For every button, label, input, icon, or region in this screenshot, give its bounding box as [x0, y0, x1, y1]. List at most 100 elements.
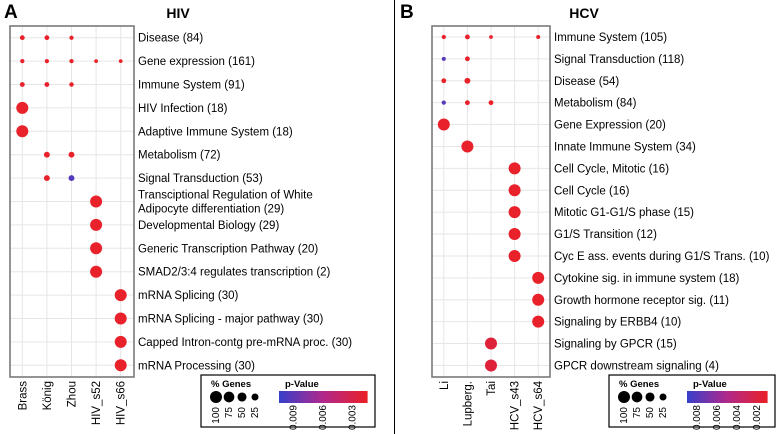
panel-b-legend-gradient-segment: [699, 391, 702, 403]
panel-a-x-tick-label: HIV_s66: [116, 381, 128, 425]
panel-a-legend-color-tick: 0.003: [347, 405, 358, 430]
panel-b-legend-size-dot: [618, 391, 630, 403]
panel-b-data-point: [441, 78, 447, 84]
panel-b-y-tick-label: Gene Expression (20): [554, 120, 666, 132]
panel-b-legend-gradient-segment: [747, 391, 750, 403]
panel-a-data-point: [69, 35, 74, 40]
panel-b-legend-gradient-segment: [765, 391, 768, 403]
panel-divider: [394, 0, 395, 434]
panel-b-legend-color-tick: 0.008: [692, 405, 703, 430]
panel-a-data-point: [44, 82, 50, 87]
panel-a-legend-gradient-segment: [351, 391, 355, 403]
panel-a-legend-gradient-segment: [312, 391, 315, 403]
panel-a-y-tick-label: mRNA Splicing (30): [138, 290, 239, 302]
panel-b-legend-gradient-segment: [761, 391, 764, 403]
panel-a-legend-gradient-segment: [285, 391, 289, 403]
panel-a-legend-gradient-segment: [294, 391, 298, 403]
panel-b-data-point: [464, 77, 471, 84]
panel-a-data-point: [68, 151, 75, 158]
panel-a-legend-gradient-segment: [327, 391, 331, 403]
panel-b-y-tick-label: Cytokine sig. in immune system (18): [554, 273, 740, 285]
panel-b-legend-size-label: 50: [645, 407, 656, 419]
panel-b-legend-gradient-segment: [737, 391, 740, 403]
panel-b-data-point: [464, 100, 470, 106]
panel-a-y-tick-label: Adaptive Immune System (18): [138, 126, 293, 138]
panel-a-legend-gradient-segment: [336, 391, 339, 403]
panel-a-legend-size-label: 75: [224, 407, 235, 419]
panel-b-legend-gradient-segment: [695, 391, 698, 403]
panel-b-legend-color-tick: 0.004: [732, 405, 743, 430]
panel-b-y-tick-label: Growth hormone receptor sig. (11): [554, 295, 729, 307]
panel-b-data-point: [437, 118, 450, 131]
panel-b-y-tick-label: Mitotic G1-G1/S phase (15): [554, 207, 694, 219]
panel-a-data-point: [90, 265, 103, 278]
panel-a-y-tick-label: mRNA Processing (30): [138, 360, 255, 372]
panel-a-legend-gradient-segment: [309, 391, 313, 403]
panel-b-data-point: [532, 271, 545, 284]
panel-b-letter: B: [400, 2, 414, 23]
panel-a-y-tick-label: Disease (84): [138, 33, 203, 45]
panel-b-y-tick-label: Signaling by GPCR (15): [554, 339, 677, 351]
panel-a-legend-gradient-segment: [290, 391, 293, 403]
panel-b-legend-gradient-segment: [689, 391, 692, 403]
panel-b-legend-gradient-segment: [705, 391, 708, 403]
panel-a-y-tick-label: Gene expression (161): [138, 56, 255, 68]
panel-b-y-tick-label: Cyc E ass. events during G1/S Trans. (10…: [554, 251, 770, 263]
panel-b-legend-gradient-segment: [739, 391, 742, 403]
panel-a-data-point: [90, 242, 103, 255]
panel-a-legend-gradient-segment: [347, 391, 350, 403]
panel-b-data-point: [508, 162, 521, 175]
panel-b-legend-gradient-segment: [721, 391, 724, 403]
panel-b-y-tick-label: Cell Cycle (16): [554, 185, 630, 197]
panel-a-data-point: [90, 218, 103, 231]
panel-a-legend-gradient-segment: [349, 391, 353, 403]
panel-b-legend-gradient-segment: [745, 391, 748, 403]
panel-a-y-tick-label: Metabolism (72): [138, 150, 221, 162]
panel-b-legend-gradient-segment: [719, 391, 722, 403]
panel-b-y-tick-label: Metabolism (84): [554, 98, 637, 110]
panel-a-legend-size-label: 25: [250, 407, 261, 419]
panel-a-data-point: [19, 35, 25, 41]
panel-a-legend-size-label: 50: [237, 407, 248, 419]
panel-b-x-tick-label: HCV_s43: [510, 381, 522, 430]
panel-b-legend-gradient-segment: [743, 391, 746, 403]
panel-a-legend-gradient-segment: [305, 391, 309, 403]
panel-a-legend-gradient-segment: [331, 391, 335, 403]
panel-b-legend-size-dot: [659, 393, 667, 401]
panel-a-legend-gradient-segment: [325, 391, 328, 403]
panel-b-data-point: [464, 34, 470, 40]
panel-a-y-tick-label: mRNA Splicing - major pathway (30): [138, 314, 324, 326]
panel-a-legend-size-title: % Genes: [211, 379, 251, 390]
panel-a-legend-gradient-segment: [287, 391, 291, 403]
panel-b-legend-gradient-segment: [735, 391, 738, 403]
panel-b-data-point: [536, 34, 541, 39]
panel-b-x-tick-label: Lupberg.: [462, 381, 474, 426]
panel-b-legend-gradient-segment: [757, 391, 760, 403]
panel-b-data-point: [532, 293, 545, 306]
panel-b-x-tick-label: Tai: [486, 381, 498, 396]
panel-a-data-point: [43, 175, 50, 182]
panel-b-data-point: [441, 56, 446, 61]
panel-b-legend-gradient-segment: [691, 391, 694, 403]
panel-a-legend-gradient-segment: [303, 391, 306, 403]
panel-a-legend-gradient-segment: [362, 391, 366, 403]
panel-a-y-tick-label: Transciptional Regulation of White Adipoc…: [138, 190, 313, 216]
panel-b-y-tick-label: GPCR downstream signaling (4): [554, 360, 719, 372]
panel-b-x-tick-label: Li: [439, 381, 451, 390]
panel-b-data-point: [508, 184, 521, 197]
panel-b-legend-gradient-segment: [703, 391, 706, 403]
panel-a-legend-gradient-segment: [301, 391, 304, 403]
panel-b-legend-gradient-segment: [731, 391, 734, 403]
panel-a-data-point: [90, 195, 103, 208]
panel-a-legend-size-dot: [237, 392, 247, 402]
panel-a-y-tick-label: Generic Transcription Pathway (20): [138, 243, 318, 255]
panel-b-legend-size-label: 25: [658, 407, 669, 419]
panel-a-data-point: [44, 58, 50, 64]
panel-b-legend-gradient-segment: [749, 391, 752, 403]
panel-a-y-tick-label: SMAD2/3:4 regulates transcription (2): [138, 267, 331, 279]
panel-a-data-point: [114, 335, 127, 348]
panel-b-data-point: [508, 206, 521, 219]
panel-a-legend-gradient-segment: [360, 391, 364, 403]
panel-a-x-tick-label: HIV_s52: [91, 381, 103, 425]
panel-a-legend-gradient-segment: [329, 391, 333, 403]
